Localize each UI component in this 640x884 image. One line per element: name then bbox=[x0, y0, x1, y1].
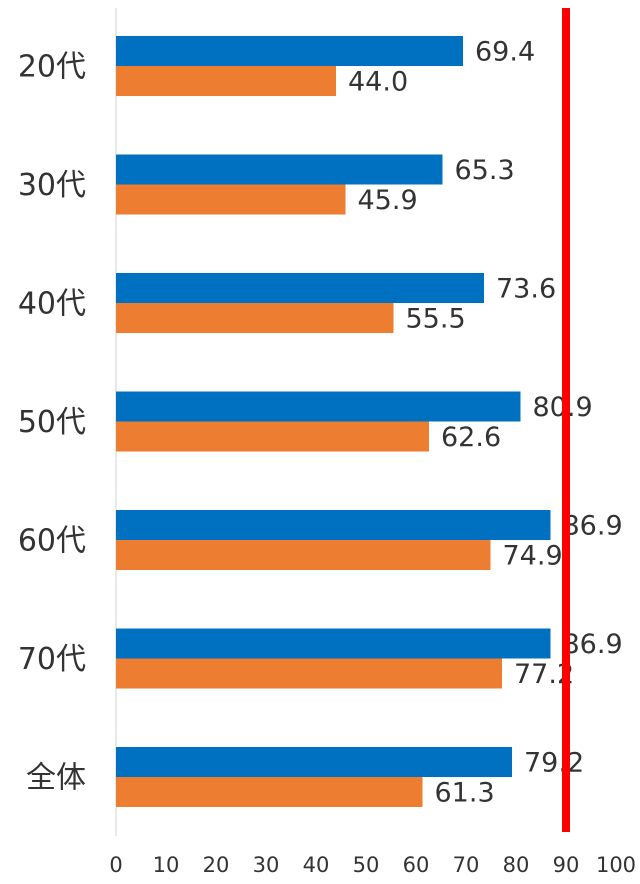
data-label: 86.9 bbox=[563, 629, 623, 660]
x-tick-label: 60 bbox=[403, 853, 430, 877]
category-label: 30代 bbox=[18, 168, 86, 203]
data-label: 86.9 bbox=[563, 511, 623, 542]
bar bbox=[116, 628, 551, 659]
data-label: 44.0 bbox=[348, 67, 408, 98]
bar bbox=[116, 658, 502, 689]
bar bbox=[116, 391, 521, 422]
bar bbox=[116, 36, 463, 66]
x-tick-label: 10 bbox=[153, 853, 180, 877]
data-label: 73.6 bbox=[496, 274, 556, 305]
x-tick-label: 70 bbox=[453, 853, 480, 877]
data-label: 61.3 bbox=[435, 778, 495, 809]
bar bbox=[116, 273, 484, 303]
category-label: 全体 bbox=[26, 761, 86, 796]
category-label: 60代 bbox=[18, 524, 86, 559]
category-label: 20代 bbox=[18, 50, 86, 85]
data-label: 79.2 bbox=[524, 748, 584, 779]
bar bbox=[116, 777, 423, 807]
data-label: 65.3 bbox=[455, 155, 515, 186]
bar bbox=[116, 510, 551, 540]
data-label: 45.9 bbox=[358, 185, 418, 216]
category-label: 50代 bbox=[18, 405, 86, 440]
data-label: 62.6 bbox=[441, 422, 501, 453]
x-tick-label: 90 bbox=[553, 853, 580, 877]
bar bbox=[116, 184, 346, 215]
x-tick-label: 50 bbox=[353, 853, 380, 877]
bar bbox=[116, 747, 512, 777]
x-tick-label: 30 bbox=[253, 853, 280, 877]
data-label: 55.5 bbox=[406, 304, 466, 335]
x-tick-label: 0 bbox=[109, 853, 122, 877]
bar bbox=[116, 303, 394, 333]
x-tick-label: 100 bbox=[596, 853, 636, 877]
data-label: 69.4 bbox=[475, 37, 535, 68]
bar bbox=[116, 66, 336, 96]
category-label: 70代 bbox=[18, 642, 86, 677]
x-tick-label: 40 bbox=[303, 853, 330, 877]
category-label: 40代 bbox=[18, 287, 86, 322]
x-tick-label: 80 bbox=[503, 853, 530, 877]
data-label: 74.9 bbox=[503, 541, 563, 572]
bar bbox=[116, 540, 491, 570]
x-tick-label: 20 bbox=[203, 853, 230, 877]
bar bbox=[116, 421, 429, 452]
bar bbox=[116, 154, 443, 185]
